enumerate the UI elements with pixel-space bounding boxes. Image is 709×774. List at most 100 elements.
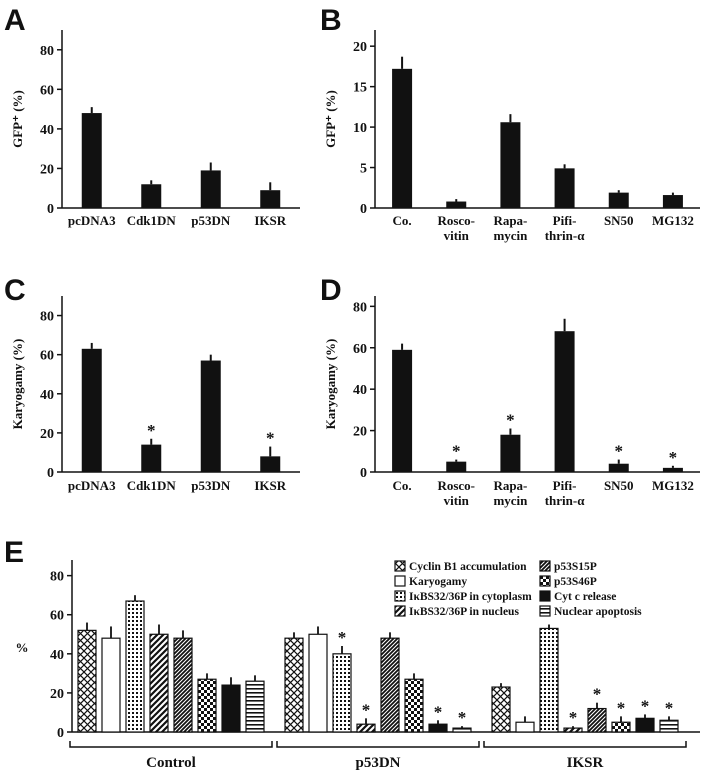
y-tick-label: 40	[353, 383, 367, 398]
y-tick-label: 10	[353, 121, 367, 136]
panel-letter: A	[4, 4, 26, 37]
bar	[380, 637, 400, 733]
panel-d: D 0 20 40 60 80 Karyogamy (%) Co. * Rosco-vitin * R…	[320, 274, 700, 508]
legend-swatch	[539, 560, 551, 572]
significance-star: *	[665, 698, 674, 717]
bar	[356, 723, 376, 733]
bar	[515, 721, 535, 733]
panel-b: B 0 5 10 15 20 GFP⁺ (%) Co. Rosco-vitin Rapa-myci…	[320, 4, 700, 243]
bar	[662, 195, 683, 208]
bar	[141, 184, 162, 208]
significance-star: *	[506, 411, 515, 430]
bar	[446, 461, 467, 472]
legend-label: Nuclear apoptosis	[554, 606, 642, 618]
category-label: Rapa-	[493, 478, 527, 493]
significance-star: *	[338, 628, 347, 647]
significance-star: *	[669, 448, 678, 467]
y-tick-label: 0	[57, 726, 64, 741]
bar	[332, 653, 352, 733]
significance-star: *	[593, 685, 602, 704]
legend-swatch	[394, 605, 406, 617]
bar	[197, 678, 217, 733]
bar	[563, 727, 583, 733]
category-label: IKSR	[254, 213, 286, 228]
y-axis-label: Karyogamy (%)	[323, 339, 338, 430]
panel-letter: E	[4, 536, 24, 569]
category-label: mycin	[493, 493, 528, 508]
significance-star: *	[458, 708, 467, 727]
bar	[587, 707, 607, 733]
bar	[611, 721, 631, 733]
group-label: Control	[146, 755, 196, 771]
category-label: Rosco-	[437, 213, 475, 228]
bar	[446, 201, 467, 208]
category-label: Co.	[393, 478, 412, 493]
category-label: Rapa-	[493, 213, 527, 228]
y-axis-label: GFP⁺ (%)	[323, 90, 338, 148]
y-tick-label: 80	[50, 570, 64, 585]
panel-letter: B	[320, 4, 342, 37]
significance-star: *	[266, 429, 275, 448]
bar	[200, 170, 221, 208]
bar	[101, 637, 121, 733]
bar	[608, 463, 629, 472]
y-tick-label: 80	[40, 44, 54, 59]
category-label: Cdk1DN	[127, 478, 177, 493]
y-tick-label: 60	[40, 349, 54, 364]
significance-star: *	[362, 700, 371, 719]
group-bracket	[276, 741, 480, 748]
y-tick-label: 60	[50, 609, 64, 624]
bar	[81, 113, 102, 208]
category-label: vitin	[444, 493, 470, 508]
legend-label: Cyclin B1 accumulation	[409, 561, 527, 573]
bar	[608, 192, 629, 208]
panel-letter: C	[4, 274, 26, 307]
y-axis-label: Karyogamy (%)	[10, 339, 25, 430]
category-label: Pifi-	[553, 213, 577, 228]
category-label: thrin-α	[545, 493, 586, 508]
y-tick-label: 80	[353, 300, 367, 315]
bar	[554, 168, 575, 208]
bar	[260, 190, 281, 208]
y-axis-label: GFP⁺ (%)	[10, 90, 25, 148]
bar	[260, 456, 281, 472]
bar	[659, 719, 679, 733]
bar	[392, 68, 413, 208]
bar	[428, 723, 448, 733]
y-axis-label: %	[16, 640, 29, 655]
legend-label: IκBS32/36P in nucleus	[409, 606, 519, 618]
y-tick-label: 80	[40, 310, 54, 325]
category-label: MG132	[652, 213, 694, 228]
bar	[500, 434, 521, 472]
category-label: Cdk1DN	[127, 213, 177, 228]
bar	[141, 444, 162, 472]
legend-label: IκBS32/36P in cytoplasm	[409, 591, 532, 603]
legend-label: p53S46P	[554, 576, 597, 588]
legend-swatch	[539, 605, 551, 617]
bar	[200, 360, 221, 472]
category-label: IKSR	[254, 478, 286, 493]
y-tick-label: 15	[353, 81, 367, 96]
y-tick-label: 0	[360, 466, 367, 481]
group-bracket	[483, 741, 687, 748]
group-bracket	[69, 741, 273, 748]
y-tick-label: 0	[47, 466, 54, 481]
panel-c: C 0 20 40 60 80 Karyogamy (%) pcDNA3 * Cdk1DN p53D…	[4, 274, 300, 493]
legend-swatch	[394, 575, 406, 587]
significance-star: *	[434, 702, 443, 721]
category-label: pcDNA3	[68, 478, 116, 493]
y-tick-label: 20	[50, 687, 64, 702]
panel-letter: D	[320, 274, 342, 307]
legend-swatch	[539, 575, 551, 587]
legend-label: Cyt c release	[554, 591, 616, 603]
group-label: IKSR	[567, 755, 604, 771]
bar	[149, 633, 169, 733]
significance-star: *	[617, 698, 626, 717]
significance-star: *	[569, 708, 578, 727]
category-label: Pifi-	[553, 478, 577, 493]
significance-star: *	[615, 442, 624, 461]
y-tick-label: 20	[40, 162, 54, 177]
y-tick-label: 40	[40, 388, 54, 403]
y-tick-label: 60	[40, 83, 54, 98]
